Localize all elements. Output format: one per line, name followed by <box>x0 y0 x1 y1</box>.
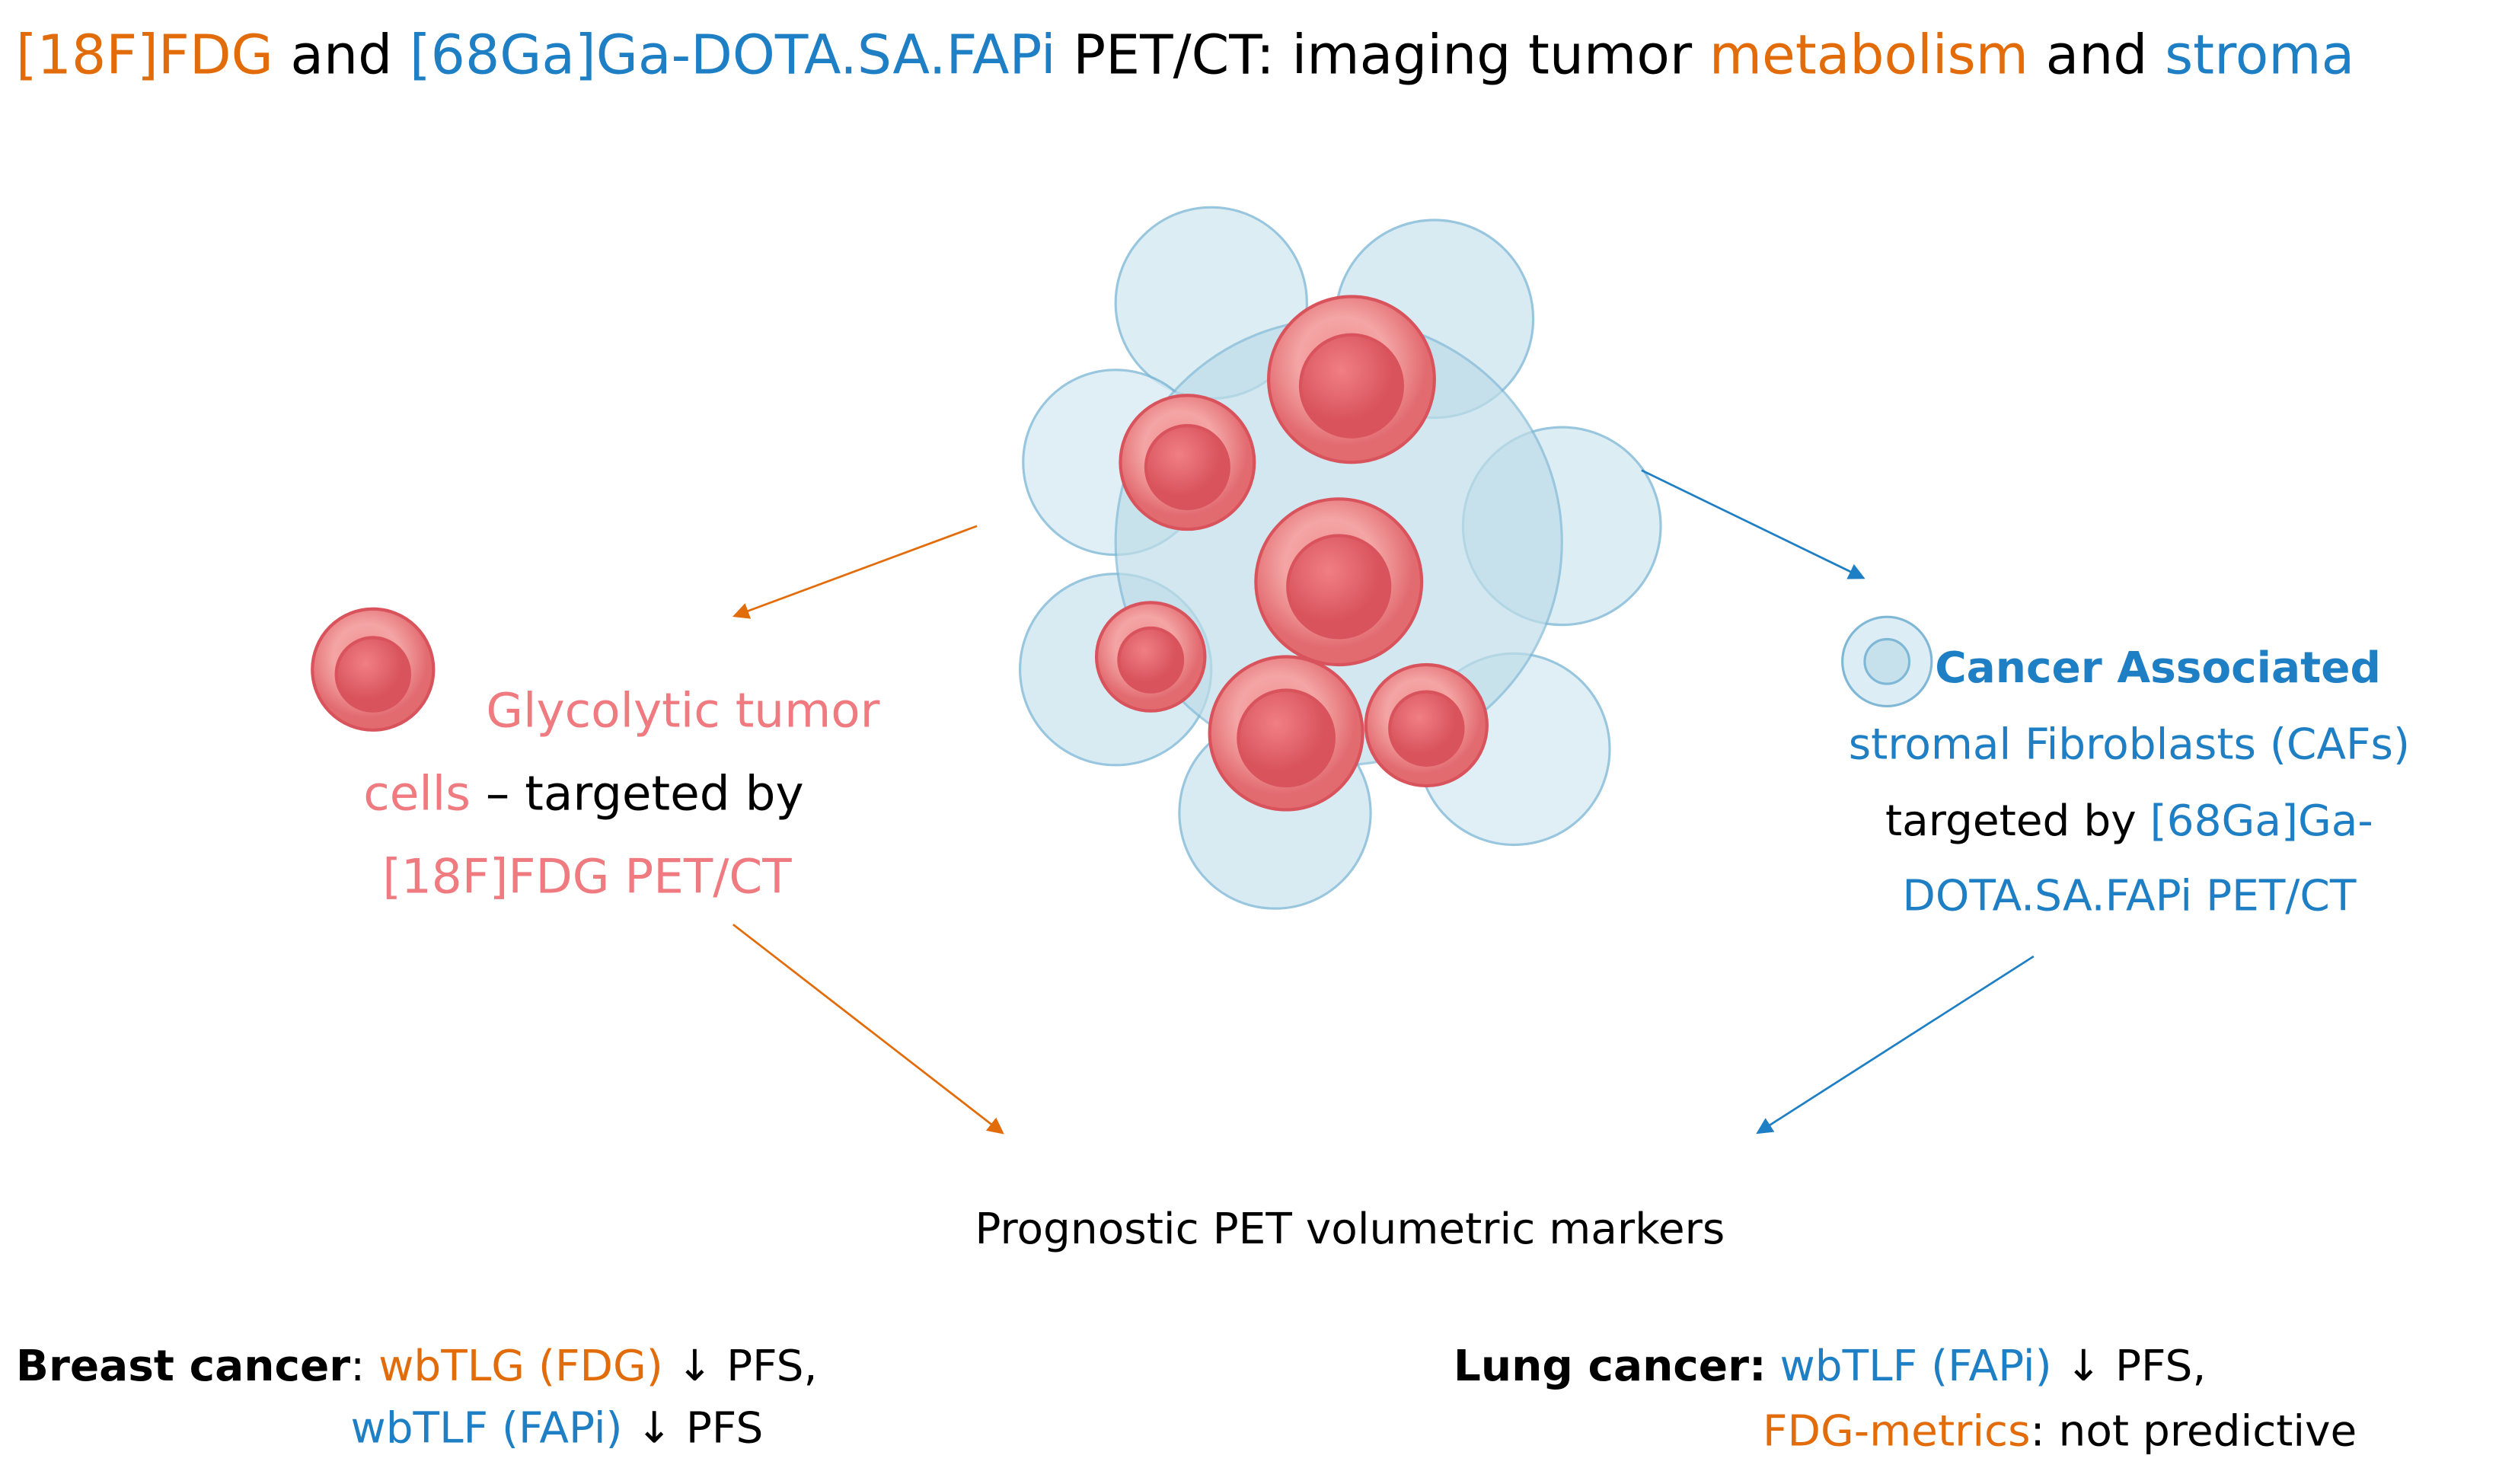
metric: FDG-metrics <box>1763 1407 2031 1457</box>
result: ↓ PFS, <box>2066 1342 2207 1391</box>
center-label: Prognostic PET volumetric markers <box>975 1205 1725 1254</box>
right-label: Cancer Associated stromal Fibroblasts (C… <box>1849 643 2410 921</box>
lung-result: Lung cancer: wbTLF (FAPi) ↓ PFS, FDG-met… <box>1454 1342 2357 1457</box>
breast-result: Breast cancer: wbTLG (FDG) ↓ PFS, wbTLF … <box>16 1342 818 1454</box>
label-line: targeted by <box>1885 796 2137 846</box>
metric: wbTLF (FAPi) <box>350 1403 622 1453</box>
label-line: Glycolytic tumor <box>486 683 879 739</box>
metric: wbTLG (FDG) <box>378 1342 663 1391</box>
svg-text:cells – targeted by: cells – targeted by <box>363 765 803 821</box>
left-label: Glycolytic tumor cells – targeted by [18… <box>363 683 879 905</box>
tumor-illustration <box>311 206 1933 910</box>
result: ↓ PFS <box>637 1403 764 1453</box>
title-part: metabolism <box>1709 23 2028 86</box>
label-line: [18F]FDG PET/CT <box>382 848 792 904</box>
title: [18F]FDG and [68Ga]Ga-DOTA.SA.FAPi PET/C… <box>16 23 2354 86</box>
svg-text:targeted by [68Ga]Ga-: targeted by [68Ga]Ga- <box>1885 796 2373 846</box>
title-part: and <box>290 23 392 86</box>
title-part: [68Ga]Ga-DOTA.SA.FAPi <box>410 23 1056 86</box>
svg-text:Breast cancer: wbTLG (FDG) ↓ P: Breast cancer: wbTLG (FDG) ↓ PFS, <box>16 1342 818 1391</box>
title-part: [18F]FDG <box>16 23 273 86</box>
result: : not predictive <box>2031 1407 2357 1457</box>
label-line: cells <box>363 765 471 821</box>
svg-text:Lung cancer: wbTLF (FAPi) ↓ PF: Lung cancer: wbTLF (FAPi) ↓ PFS, <box>1454 1342 2206 1391</box>
label-line: [68Ga]Ga- <box>2150 796 2373 846</box>
title-part: and <box>2046 23 2148 86</box>
arrows <box>732 469 2035 1135</box>
metric: wbTLF (FAPi) <box>1780 1342 2052 1391</box>
label-line: Cancer Associated <box>1935 643 2381 693</box>
title-part: stroma <box>2165 23 2354 86</box>
label-line: stromal Fibroblasts (CAFs) <box>1849 720 2410 769</box>
title-part: PET/CT: imaging tumor <box>1073 23 1693 86</box>
label-line: DOTA.SA.FAPi PET/CT <box>1902 871 2356 921</box>
svg-text:FDG-metrics: not predictive: FDG-metrics: not predictive <box>1763 1407 2357 1457</box>
cancer-name: Lung cancer: <box>1454 1342 1767 1391</box>
cancer-name: Breast cancer <box>16 1342 350 1391</box>
separator: : <box>350 1342 365 1391</box>
svg-text:wbTLF (FAPi) ↓ PFS: wbTLF (FAPi) ↓ PFS <box>350 1403 763 1453</box>
label-line: – targeted by <box>486 765 804 821</box>
result: ↓ PFS, <box>677 1342 818 1391</box>
